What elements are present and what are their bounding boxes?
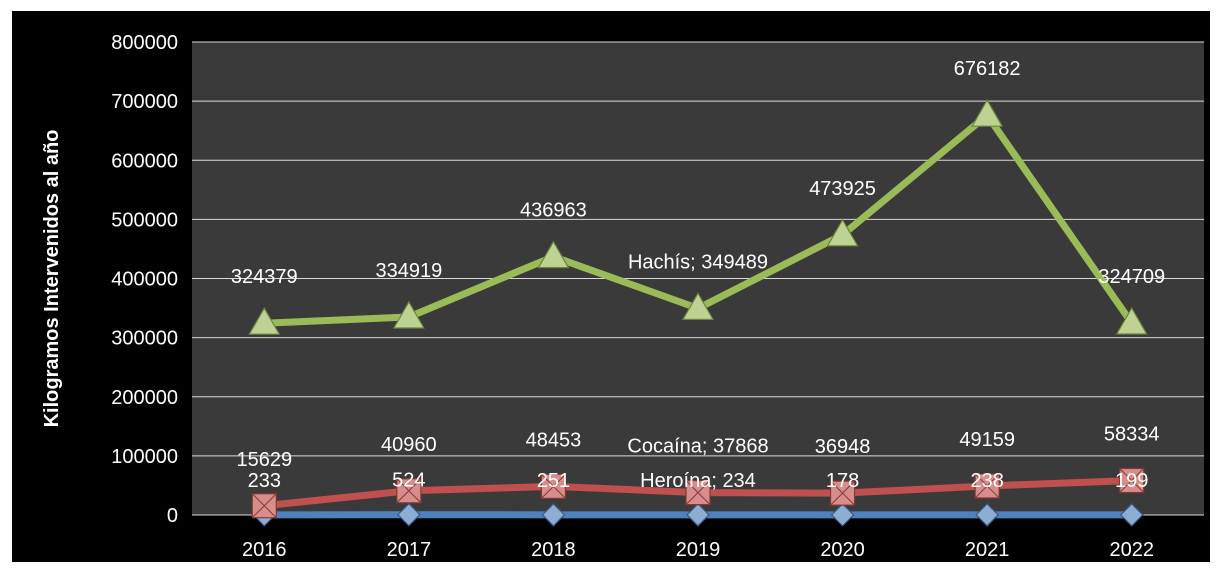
data-point-marker (248, 307, 281, 335)
data-label: Heroína; 234 (640, 470, 756, 492)
data-point-marker-cross (974, 473, 1000, 499)
series-markers (248, 99, 1148, 527)
data-label: 324379 (231, 266, 298, 288)
y-tick-label: 100000 (111, 446, 178, 468)
x-tick-label: 2022 (1109, 539, 1154, 561)
y-tick-label: 400000 (111, 269, 178, 291)
data-point-marker (1115, 306, 1148, 335)
data-point-marker (971, 99, 1004, 127)
data-point-marker (392, 300, 425, 329)
y-tick-label: 700000 (111, 91, 178, 113)
data-point-marker (1119, 503, 1144, 527)
line-chart: 0 100000 200000 300000 400000 500000 600000 700… (12, 11, 1210, 562)
chart-frame: 0 100000 200000 300000 400000 500000 600000 700… (12, 11, 1210, 562)
x-axis-ticks: 2016 2017 2018 2019 2020 2021 2022 (242, 539, 1154, 561)
data-label: 324709 (1098, 266, 1165, 288)
data-point-marker-cross (251, 493, 277, 519)
x-tick-label: 2019 (676, 539, 721, 561)
data-label: 15629 (236, 449, 292, 471)
y-tick-label: 600000 (111, 150, 178, 172)
data-point-marker (975, 503, 999, 527)
x-tick-label: 2017 (387, 539, 432, 561)
data-label: 199 (1115, 470, 1148, 492)
data-label: 178 (826, 470, 859, 492)
data-point-marker (541, 503, 566, 527)
x-tick-label: 2021 (965, 539, 1010, 561)
data-label: 36948 (815, 436, 871, 458)
data-label: 233 (248, 470, 281, 492)
data-point-marker (830, 503, 855, 527)
data-label: 40960 (381, 434, 437, 456)
data-point-marker-cross (396, 478, 422, 504)
y-tick-label: 200000 (111, 387, 178, 409)
data-label: 58334 (1104, 424, 1160, 446)
data-label: 48453 (526, 429, 582, 451)
y-tick-label: 800000 (111, 32, 178, 54)
gridlines (192, 41, 1204, 516)
data-point-marker (537, 240, 570, 269)
data-point-marker (397, 502, 421, 527)
data-labels: 233 524 251 Heroína; 234 178 238 199 15629 40960… (231, 58, 1165, 492)
data-label: 238 (970, 470, 1003, 492)
x-tick-label: 2020 (820, 539, 865, 561)
data-label: 49159 (959, 429, 1015, 451)
data-label: 436963 (520, 200, 587, 222)
y-axis-ticks: 0 100000 200000 300000 400000 500000 600000 700… (111, 32, 178, 527)
x-tick-label: 2016 (242, 539, 287, 561)
y-tick-label: 300000 (111, 328, 178, 350)
data-label: 251 (537, 470, 570, 492)
y-axis-title: Kilogramos Intervenidos al año (41, 130, 63, 428)
data-label: 676182 (954, 58, 1021, 80)
data-point-marker (826, 218, 859, 247)
y-tick-label: 0 (167, 505, 178, 527)
data-label: Hachís; 349489 (628, 251, 768, 273)
data-label: 473925 (809, 178, 876, 200)
data-label: 524 (392, 470, 425, 492)
data-point-marker-cross (541, 473, 566, 499)
data-label: 334919 (375, 260, 442, 282)
data-point-marker-cross (685, 480, 711, 505)
data-label: Cocaína; 37868 (627, 436, 768, 458)
x-tick-label: 2018 (531, 539, 576, 561)
y-tick-label: 500000 (111, 209, 178, 231)
data-point-marker-cross (830, 480, 855, 506)
data-point-marker (686, 503, 710, 527)
data-point-marker-cross (1119, 468, 1145, 493)
data-point-marker (681, 292, 715, 320)
